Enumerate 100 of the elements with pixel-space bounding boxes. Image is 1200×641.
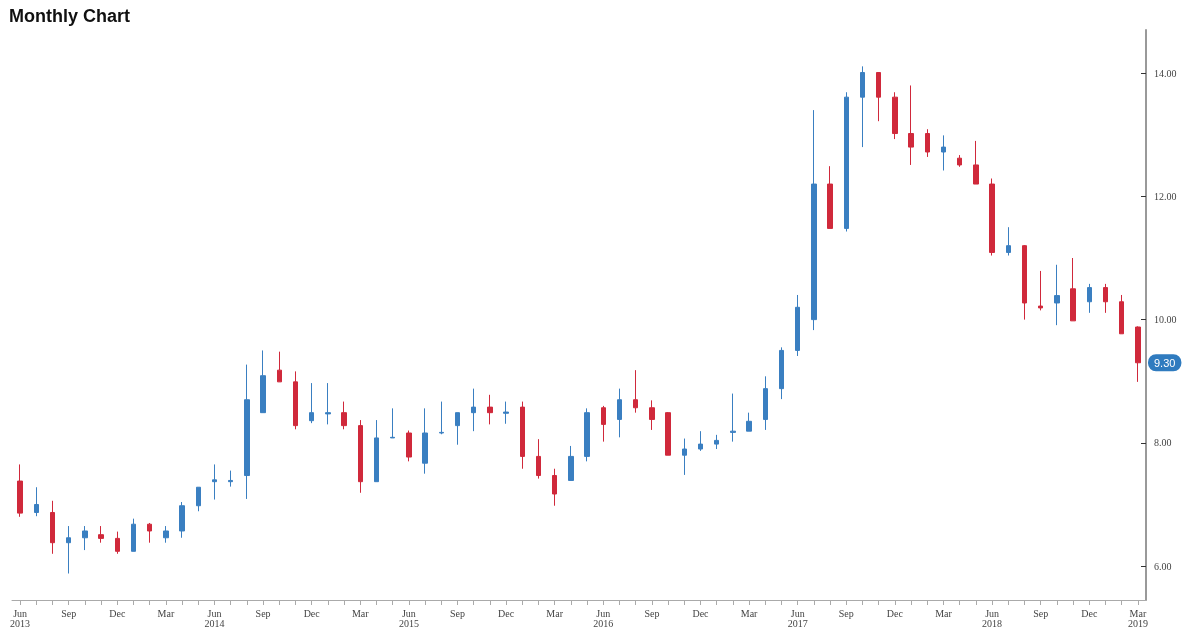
- candlestick: [1022, 244, 1027, 321]
- x-tick-label: Sep: [450, 607, 465, 619]
- candlestick: [1038, 270, 1043, 311]
- x-tick-label: Jun 2017: [787, 607, 808, 629]
- x-tick-label: Sep: [61, 607, 77, 619]
- candlestick: [309, 382, 314, 424]
- candlestick: [633, 369, 638, 414]
- candlestick: [260, 349, 266, 414]
- y-tick-label: 6.00: [1154, 560, 1172, 572]
- candlestick: [115, 531, 120, 555]
- candlestick: [876, 72, 881, 122]
- x-tick-label: Mar: [740, 607, 759, 619]
- candlestick: [1119, 294, 1124, 335]
- candlestick: [973, 140, 979, 185]
- x-tick-label: Mar: [351, 607, 370, 619]
- candlestick: [649, 399, 655, 431]
- candlestick: [795, 294, 800, 357]
- candlestick: [827, 165, 833, 229]
- candlestick: [989, 178, 995, 257]
- candlestick: [390, 407, 395, 439]
- candlestick: [617, 388, 622, 438]
- x-tick-label: Jun 2015: [398, 607, 419, 629]
- candlestick: [957, 154, 962, 168]
- candlestick: [406, 430, 412, 462]
- x-tick-label: Dec: [692, 607, 710, 619]
- candlestick: [179, 501, 185, 539]
- x-tick-label: Sep: [255, 607, 271, 619]
- y-tick-label: 10.00: [1154, 314, 1177, 326]
- candlestick: [520, 401, 525, 470]
- candlestick: [293, 370, 298, 430]
- candlestick: [147, 522, 152, 544]
- x-tick-label: Sep: [838, 607, 854, 619]
- candlestick: [17, 463, 23, 518]
- candlestick: [50, 500, 55, 555]
- candlestick: [682, 438, 687, 476]
- candlestick: [82, 525, 88, 551]
- candlestick: [1103, 283, 1108, 314]
- candlestick: [1006, 226, 1011, 257]
- candlestick: [844, 91, 849, 232]
- x-tick-label: Dec: [303, 607, 321, 619]
- candlestick: [601, 405, 606, 443]
- candlestick: [892, 91, 898, 140]
- candlestick: [925, 128, 930, 158]
- x-tick-label: Mar: [935, 607, 953, 619]
- annotation: 9.30: [1154, 356, 1176, 369]
- candlestick: [212, 463, 217, 501]
- x-tick-label: Jun 2013: [10, 607, 31, 629]
- x-tick-label: Dec: [498, 607, 515, 619]
- candlestick: [908, 84, 914, 166]
- x-tick-label: Dec: [886, 607, 904, 619]
- x-tick-label: Mar: [546, 607, 564, 619]
- candlestick: [455, 412, 460, 446]
- x-tick-label: Mar: [157, 607, 175, 619]
- candlestick: [487, 394, 493, 425]
- candlestick: [1054, 264, 1060, 326]
- candlestick: [746, 412, 752, 432]
- x-tick-label: Jun 2016: [593, 607, 614, 629]
- candlestick: [325, 382, 331, 425]
- candlestick: [860, 65, 865, 148]
- candlestick: [503, 401, 509, 425]
- candlestick: [941, 134, 946, 171]
- candlestick: [763, 375, 768, 431]
- chart-title: Monthly Chart: [9, 6, 130, 26]
- x-tick-label: Sep: [1033, 607, 1049, 619]
- candlestick: [730, 393, 736, 443]
- candlestick: [779, 346, 784, 400]
- x-tick-label: Sep: [644, 607, 660, 619]
- candlestick: [1070, 257, 1076, 322]
- y-tick-label: 12.00: [1154, 190, 1177, 202]
- candlestick: [374, 419, 379, 483]
- candlestick: [471, 388, 476, 432]
- y-tick-label: 8.00: [1154, 437, 1172, 449]
- x-tick-label: Dec: [1081, 607, 1098, 619]
- candlestick: [277, 351, 282, 383]
- candlestick: [568, 445, 574, 481]
- y-tick-label: 14.00: [1154, 67, 1177, 79]
- candlestick: [98, 525, 104, 544]
- candlestick: [163, 525, 169, 544]
- x-tick-label: Mar 2019: [1127, 607, 1148, 629]
- x-tick-label: Jun 2014: [204, 607, 225, 629]
- candlestick: [1135, 325, 1141, 383]
- candlestick: [698, 430, 703, 452]
- candlestick: [228, 470, 233, 488]
- candlestick: [665, 411, 671, 456]
- candlestick: [422, 407, 428, 475]
- candlestick: [244, 364, 250, 500]
- candlestick: [536, 438, 541, 480]
- candlestick: [1087, 283, 1092, 314]
- candlestick: [66, 525, 71, 574]
- candlestick: [358, 419, 363, 494]
- candlestick: [811, 109, 817, 331]
- x-tick-label: Jun 2018: [982, 607, 1003, 629]
- candlestick: [341, 401, 347, 430]
- candlestick: [552, 468, 557, 507]
- x-tick-label: Dec: [109, 607, 126, 619]
- candlestick: [34, 486, 39, 517]
- candlestick: [131, 518, 136, 552]
- candlestick: [714, 434, 719, 450]
- candlestick: [584, 407, 590, 462]
- candlestick: [439, 401, 444, 435]
